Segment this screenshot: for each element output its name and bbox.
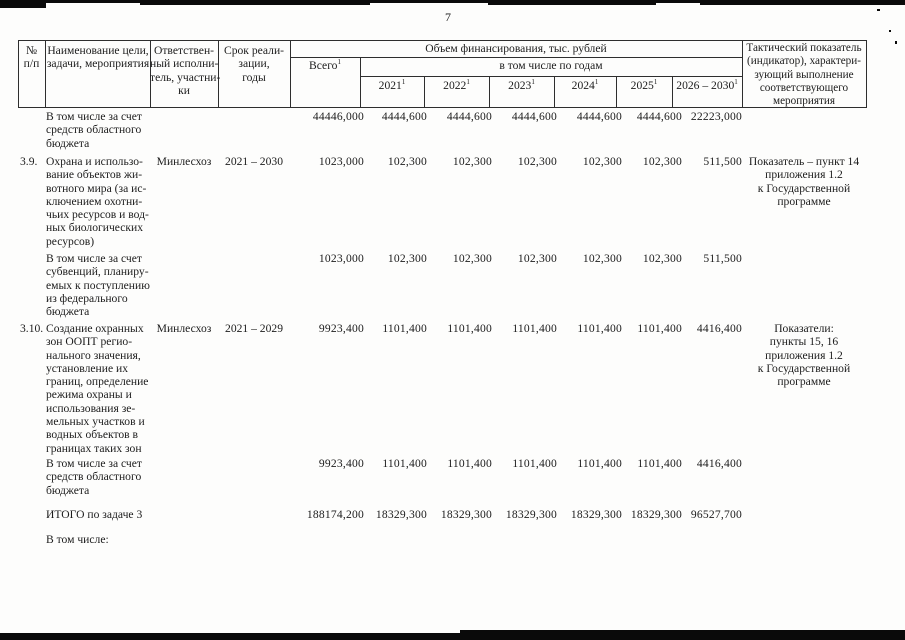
amount-2025: 1101,400 (637, 322, 682, 335)
header-cell-year-2023: 20231 (508, 78, 535, 92)
executor: Минлесхоз (156, 155, 212, 168)
amount-2025: 102,300 (642, 252, 682, 265)
activity-name: В том числе: (46, 533, 109, 546)
amount-2026-2030: 4416,400 (696, 457, 742, 470)
header-cell-indicator: Тактический показатель (индикатор), хара… (746, 42, 862, 108)
amount-2021: 1101,400 (382, 322, 427, 335)
footnote-mark: 1 (734, 78, 738, 87)
header-cell-year-2025: 20251 (630, 78, 658, 92)
amount-2025: 4444,600 (636, 110, 682, 123)
amount-2023: 102,300 (517, 252, 557, 265)
activity-name: Создание охранных зон ООПТ регио- нально… (46, 322, 149, 455)
indicator: Показатель – пункт 14 приложения 1.2 к Г… (748, 155, 860, 208)
activity-name: В том числе за счет средств областного б… (46, 110, 142, 150)
scan-speck (877, 9, 880, 11)
header-cell-executor: Ответствен- ный исполни- тель, участни- … (150, 44, 221, 97)
header-cell-financing: Объем финансирования, тыс. рублей (425, 42, 607, 55)
amount-2024: 1101,400 (577, 322, 622, 335)
amount-2023: 18329,300 (505, 508, 557, 521)
amount-2023: 4444,600 (511, 110, 557, 123)
scan-artifact-top (0, 0, 905, 3)
amount-2025: 1101,400 (637, 457, 682, 470)
activity-name: Охрана и использо- вание объектов жи- во… (46, 155, 149, 248)
amount-total: 1023,000 (318, 155, 364, 168)
amount-2021: 18329,300 (375, 508, 427, 521)
page-number: 7 (445, 10, 451, 24)
amount-2026-2030: 22223,000 (690, 110, 742, 123)
amount-2021: 4444,600 (381, 110, 427, 123)
amount-2024: 18329,300 (570, 508, 622, 521)
scan-artifact-top (700, 0, 905, 5)
activity-name: ИТОГО по задаче 3 (46, 508, 143, 521)
amount-total: 44446,000 (312, 110, 364, 123)
amount-total: 1023,000 (318, 252, 364, 265)
activity-name: В том числе за счет субвенций, планиру- … (46, 252, 150, 319)
scan-artifact-top (140, 0, 370, 5)
amount-2023: 1101,400 (512, 322, 557, 335)
executor: Минлесхоз (156, 322, 212, 335)
amount-2023: 1101,400 (512, 457, 557, 470)
footnote-mark: 1 (337, 58, 341, 67)
scan-artifact-bottom (460, 630, 905, 633)
amount-2024: 4444,600 (576, 110, 622, 123)
amount-2026-2030: 4416,400 (696, 322, 742, 335)
row-number: 3.9. (20, 155, 38, 168)
amount-2022: 18329,300 (440, 508, 492, 521)
amount-2024: 102,300 (582, 252, 622, 265)
scan-artifact-top (0, 0, 46, 8)
footnote-mark: 1 (531, 78, 535, 87)
amount-2022: 1101,400 (447, 322, 492, 335)
amount-2022: 4444,600 (446, 110, 492, 123)
amount-total: 188174,200 (306, 508, 364, 521)
amount-2022: 102,300 (452, 252, 492, 265)
indicator: Показатели: пункты 15, 16 приложения 1.2… (757, 322, 851, 389)
amount-2021: 102,300 (387, 155, 427, 168)
scan-artifact-top (488, 0, 656, 5)
amount-2023: 102,300 (517, 155, 557, 168)
header-cell-term: Срок реали- зации, годы (223, 44, 285, 84)
row-number: 3.10. (20, 322, 44, 335)
footnote-mark: 1 (594, 78, 599, 87)
header-cell-year-2026-2030: 2026 – 20301 (676, 78, 738, 92)
amount-2026-2030: 96527,700 (690, 508, 742, 521)
scan-speck (889, 30, 891, 32)
header-cell-total: Всего1 (309, 58, 341, 72)
amount-2025: 102,300 (642, 155, 682, 168)
header-cell-year-2021: 20211 (378, 78, 406, 92)
activity-name: В том числе за счет средств областного б… (46, 457, 142, 497)
amount-2021: 102,300 (387, 252, 427, 265)
amount-2026-2030: 511,500 (703, 155, 742, 168)
header-cell-name: Наименование цели, задачи, мероприятия (46, 44, 150, 71)
amount-total: 9923,400 (318, 322, 364, 335)
header-cell-year-2024: 20241 (571, 78, 599, 92)
term-years: 2021 – 2030 (225, 155, 283, 168)
amount-2024: 102,300 (582, 155, 622, 168)
amount-2025: 18329,300 (630, 508, 682, 521)
header-cell-number: № п/п (23, 44, 40, 71)
header-cell-year-2022: 20221 (443, 78, 470, 92)
scan-artifact-bottom (0, 633, 905, 640)
amount-2022: 1101,400 (447, 457, 492, 470)
amount-2021: 1101,400 (382, 457, 427, 470)
amount-2024: 1101,400 (577, 457, 622, 470)
footnote-mark: 1 (466, 78, 470, 87)
term-years: 2021 – 2029 (225, 322, 283, 335)
amount-2022: 102,300 (452, 155, 492, 168)
header-cell-by-years: в том числе по годам (499, 59, 603, 72)
amount-2026-2030: 511,500 (703, 252, 742, 265)
scan-speck (895, 41, 897, 44)
footnote-mark: 1 (653, 78, 658, 87)
amount-total: 9923,400 (318, 457, 364, 470)
footnote-mark: 1 (401, 78, 406, 87)
